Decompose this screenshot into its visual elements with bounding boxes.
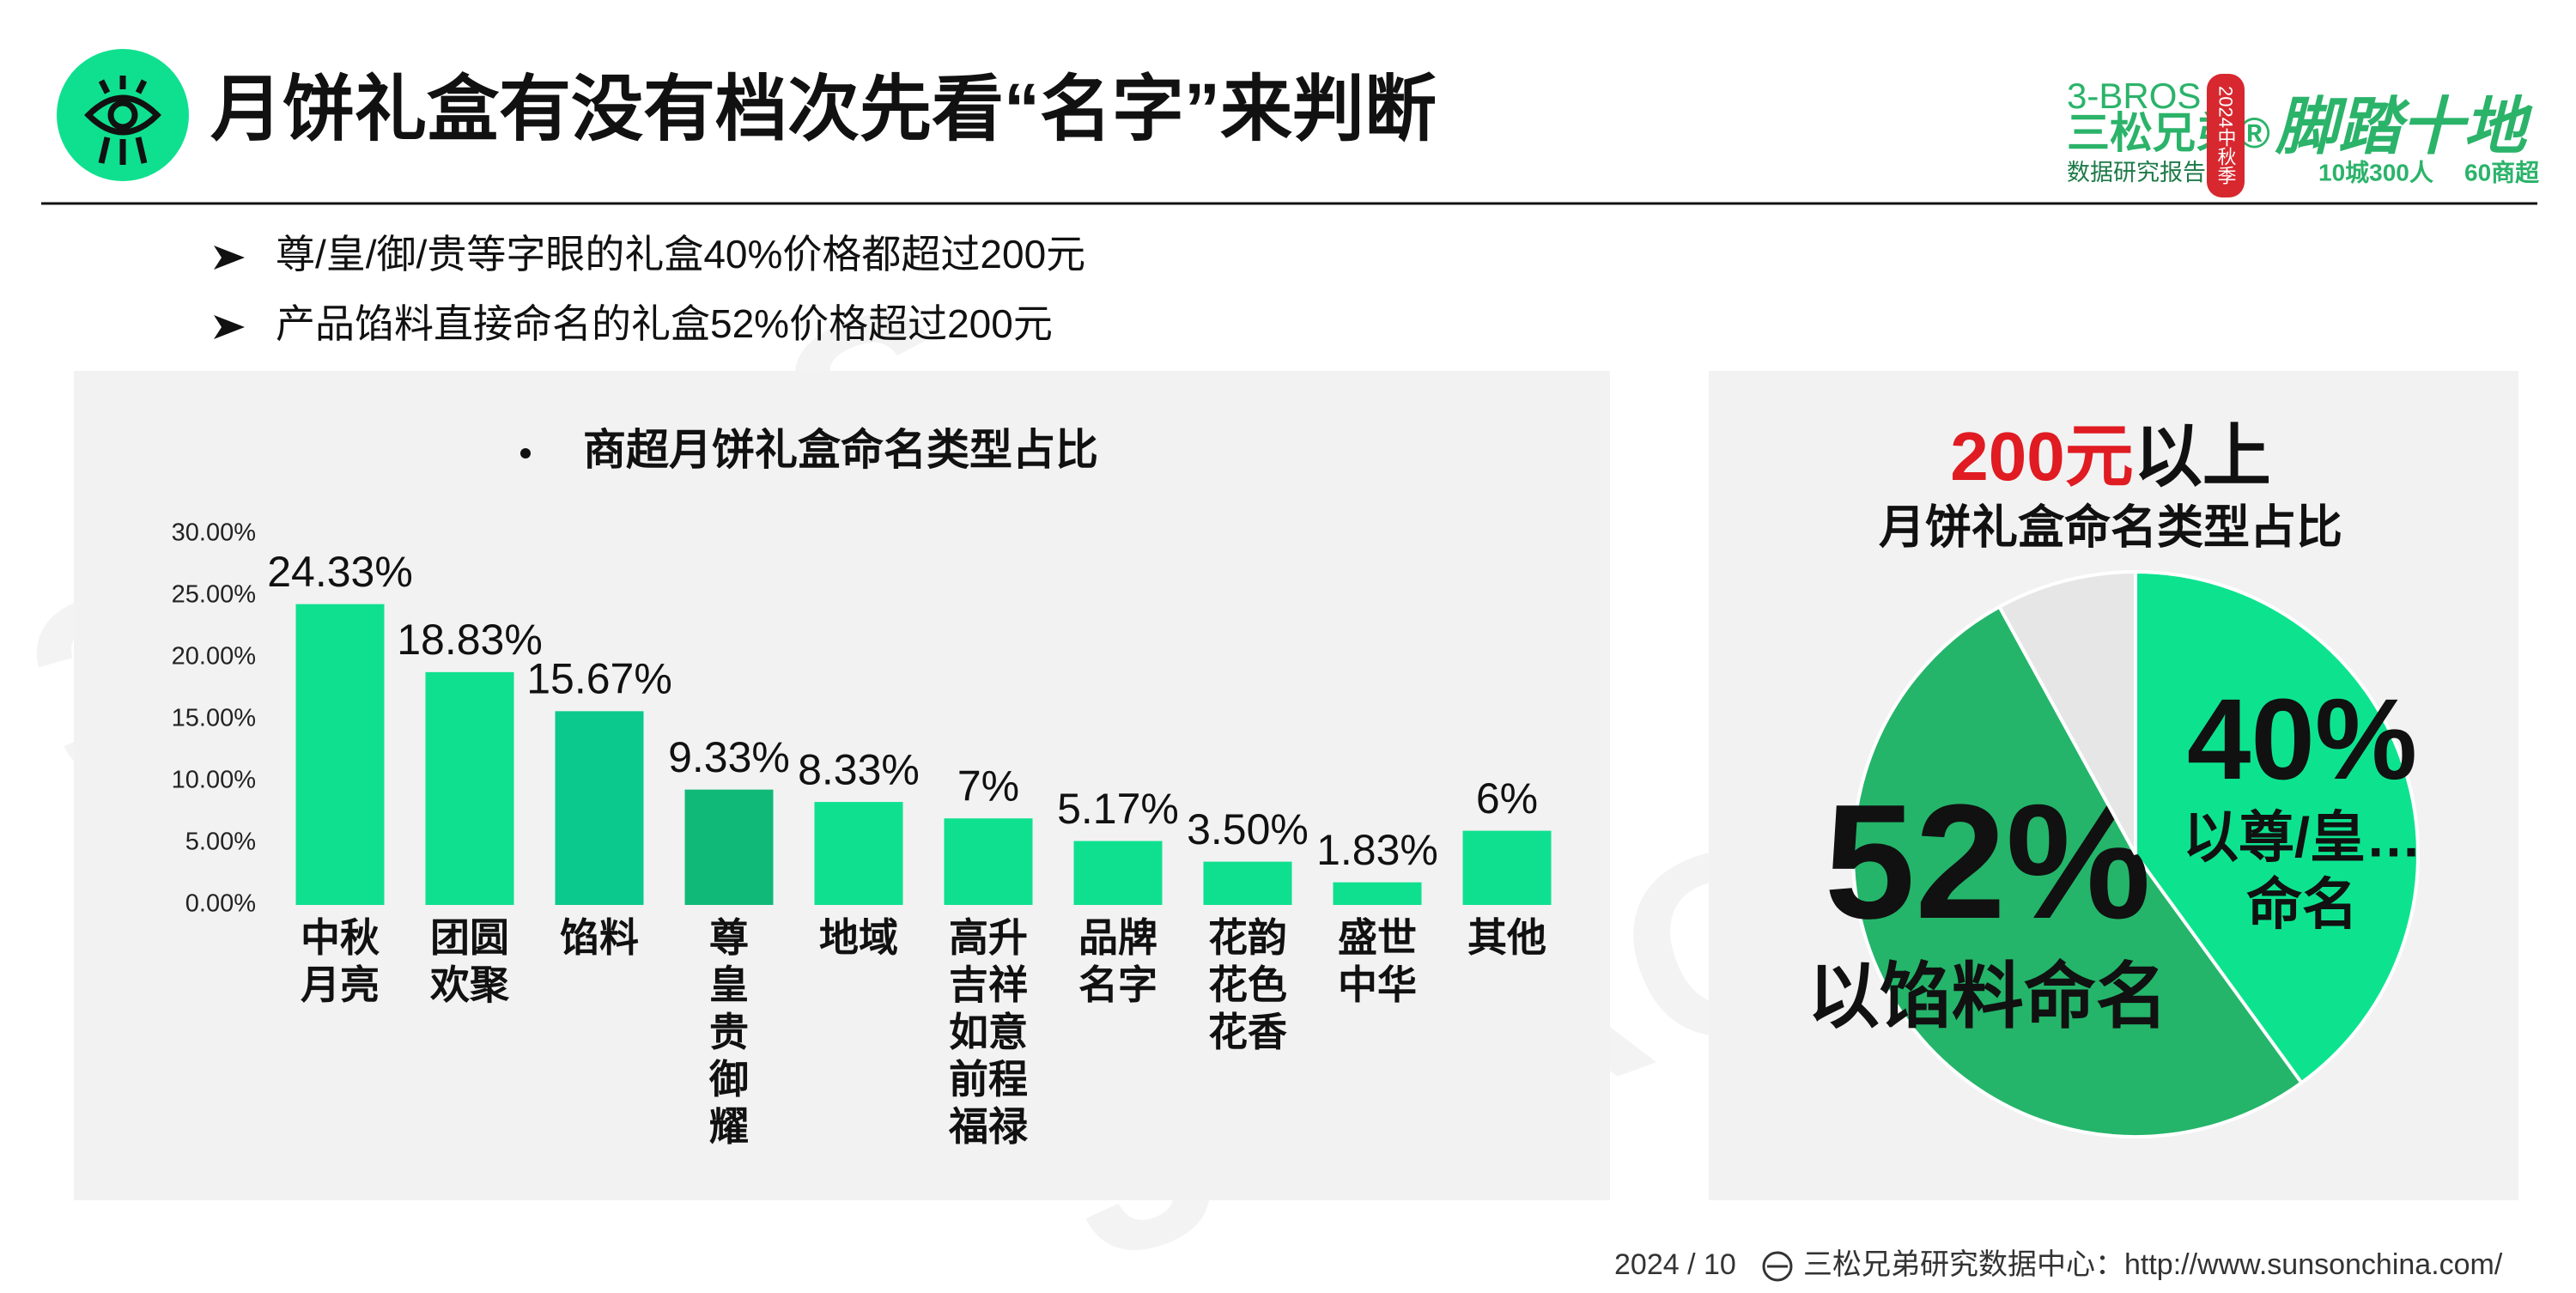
bar (814, 802, 903, 905)
text-line: 耀 (709, 1104, 749, 1149)
text-line: 花色 (1208, 962, 1287, 1007)
text-line: 前程 (949, 1057, 1028, 1102)
bullet-text: 产品馅料直接命名的礼盒52%价格超过200元 (276, 301, 1053, 346)
text-line: 中秋 (301, 915, 380, 960)
y-tick-label: 30.00% (172, 519, 256, 547)
pie-slice (2134, 569, 2420, 1085)
text-line: 品牌 (1078, 915, 1157, 960)
y-tick-label: 0.00% (185, 890, 256, 918)
bar (944, 818, 1033, 905)
header-icon (57, 49, 189, 181)
x-tick-label: 中秋月亮 (301, 915, 380, 1007)
pie-value-label: 52% (1825, 771, 2151, 953)
pie-slice (1851, 604, 2305, 1138)
value-label: 1.83% (1316, 826, 1438, 874)
text-line: 吉祥 (949, 962, 1028, 1007)
text-line: 中华 (1338, 962, 1417, 1007)
bar (1073, 841, 1163, 905)
text-line: 命名 (2246, 873, 2358, 936)
y-tick-label: 15.00% (172, 705, 256, 732)
footer-icon (1762, 1251, 1793, 1282)
value-label: 9.33% (668, 733, 790, 781)
logo-stat: 60商超 (2464, 159, 2540, 185)
pie-subtitle: 月饼礼盒命名类型占比 (1879, 501, 2342, 553)
logo-stat: 10城300人 (2318, 159, 2433, 185)
lantern (2207, 74, 2245, 197)
x-tick-label: 盛世中华 (1338, 915, 1417, 1007)
y-tick-label: 25.00% (172, 581, 256, 609)
logo-slogan: 脚踏十地 (2275, 92, 2533, 161)
x-tick-label: 花韵花色花香 (1208, 915, 1287, 1054)
bar (425, 671, 514, 905)
bullet-text: 尊/皇/御/贵等字眼的礼盒40%价格都超过200元 (276, 232, 1085, 276)
bar (555, 711, 644, 905)
bullet-arrow (214, 315, 245, 339)
text-line: 贵 (709, 1010, 749, 1054)
value-label: 3.50% (1187, 805, 1309, 853)
text-line: 福禄 (948, 1104, 1029, 1149)
pie-title: 200元以上 (1950, 418, 2270, 495)
bar (1333, 882, 1422, 905)
chart-title: 商超月饼礼盒命名类型占比 (583, 426, 1098, 474)
text-line: 盛世 (1338, 915, 1417, 960)
text-line: 花韵 (1208, 915, 1287, 960)
bar (1203, 861, 1292, 905)
text-line: 月亮 (301, 962, 380, 1007)
y-tick-label: 20.00% (172, 643, 256, 671)
pie-title-rest: 以上 (2134, 418, 2271, 495)
text-line: 以尊/皇… (2183, 806, 2421, 869)
pie-title-highlight: 200元 (1950, 418, 2133, 495)
logo-subtitle: 数据研究报告 (2067, 160, 2206, 185)
x-tick-label: 其他 (1467, 915, 1546, 960)
text-line: 名字 (1078, 962, 1157, 1007)
x-tick-label: 高升吉祥如意前程福禄 (948, 915, 1029, 1149)
eye-icon (84, 76, 161, 165)
text-line: 御 (708, 1057, 749, 1102)
value-label: 6% (1476, 774, 1538, 823)
y-tick-label: 10.00% (172, 767, 256, 794)
chart-title-bullet (520, 448, 531, 458)
logo-brand-en: 3-BROS (2067, 76, 2201, 116)
value-label: 5.17% (1057, 785, 1179, 833)
pie-slice (1996, 569, 2137, 855)
value-label: 7% (957, 762, 1019, 810)
value-label: 24.33% (267, 548, 413, 596)
y-tick-label: 5.00% (185, 829, 256, 856)
footer-source: 三松兄弟研究数据中心：http://www.sunsonchina.com/ (1803, 1248, 2503, 1281)
text-line: 欢聚 (429, 962, 510, 1007)
x-tick-label: 地域 (819, 915, 898, 960)
value-label: 15.67% (526, 655, 672, 703)
page-title: 月饼礼盒有没有档次先看“名字”来判断 (210, 69, 1437, 149)
x-tick-label: 尊皇贵御耀 (708, 915, 749, 1149)
text-line: 尊 (709, 915, 749, 960)
bar (295, 604, 385, 905)
value-label: 8.33% (798, 745, 920, 793)
pie-category-label: 以馅料命名 (1807, 956, 2168, 1036)
value-label: 18.83% (397, 616, 543, 664)
logo-season: 2024中秋季 (2215, 86, 2237, 185)
pie-value-label: 40% (2187, 676, 2417, 804)
bar (684, 789, 774, 905)
text-line: 团圆 (430, 915, 509, 960)
text-line: 如意 (949, 1010, 1028, 1054)
x-tick-label: 馅料 (560, 915, 639, 960)
footer-date: 2024 / 10 (1614, 1248, 1736, 1281)
text-line: 皇 (709, 962, 749, 1007)
text-line: 花香 (1208, 1010, 1287, 1054)
x-tick-label: 品牌名字 (1078, 915, 1157, 1007)
pie-category-label: 以尊/皇…命名 (2183, 806, 2421, 936)
x-tick-label: 团圆欢聚 (429, 915, 510, 1007)
bullet-arrow (214, 246, 245, 270)
bar (1462, 830, 1552, 905)
text-line: 高升 (949, 915, 1028, 960)
